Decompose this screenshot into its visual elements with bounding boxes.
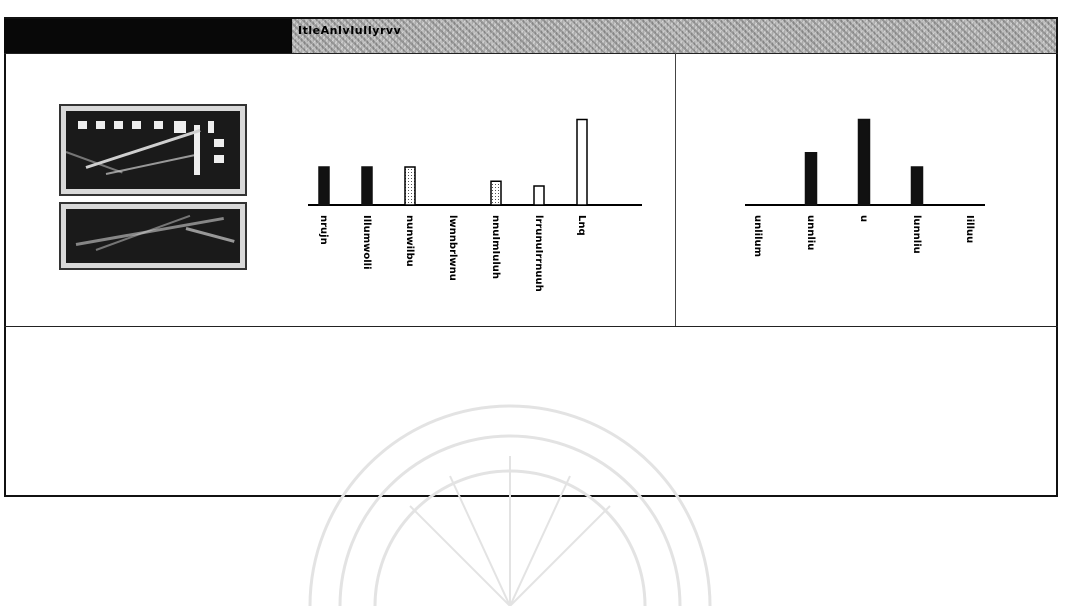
landscape-photo [66,209,240,263]
header-title: ItleAnIvIuIIyrvv [298,24,402,37]
bar-1 [804,152,818,206]
tick-label-2: nunwilbu [404,215,415,267]
tick-label-1: Illumwolli [361,215,372,270]
header-dark-block [4,19,292,53]
header-divider [4,53,1058,54]
tick-label-3: lwnnbrlwnu [447,215,458,281]
thumbnail-building[interactable] [59,104,247,196]
bar-0 [318,166,330,206]
header-texture-band [292,19,1056,53]
right-bar-chart: unlilum unnliu u lunnliu Iilluu [745,118,985,257]
left-bar-chart: nrujn Illumwolli nunwilbu lwnnbrlwnu nnuImIu… [308,118,642,292]
bar-4 [490,180,502,206]
thumbnail-landscape[interactable] [59,202,247,270]
panel-divider [675,53,676,326]
bar-2 [404,166,416,206]
tick-label-0: nrujn [318,215,329,245]
tick-label-3: lunnliu [911,215,922,254]
tick-label-5: lrrunuIrrnuuh [533,215,544,292]
bar-5 [533,185,545,206]
tick-label-0: unlilum [752,215,763,257]
section-divider [4,326,1058,327]
bar-3 [910,166,924,206]
tick-label-1: unnliu [805,215,816,250]
tick-label-2: u [858,215,869,222]
bar-2 [857,118,871,206]
tick-label-4: Iilluu [964,215,975,243]
bar-6 [576,118,588,206]
building-photo [66,111,240,189]
tick-label-4: nnuImIuluh [490,215,501,279]
bar-1 [361,166,373,206]
tick-label-6: Lnq [576,215,587,236]
